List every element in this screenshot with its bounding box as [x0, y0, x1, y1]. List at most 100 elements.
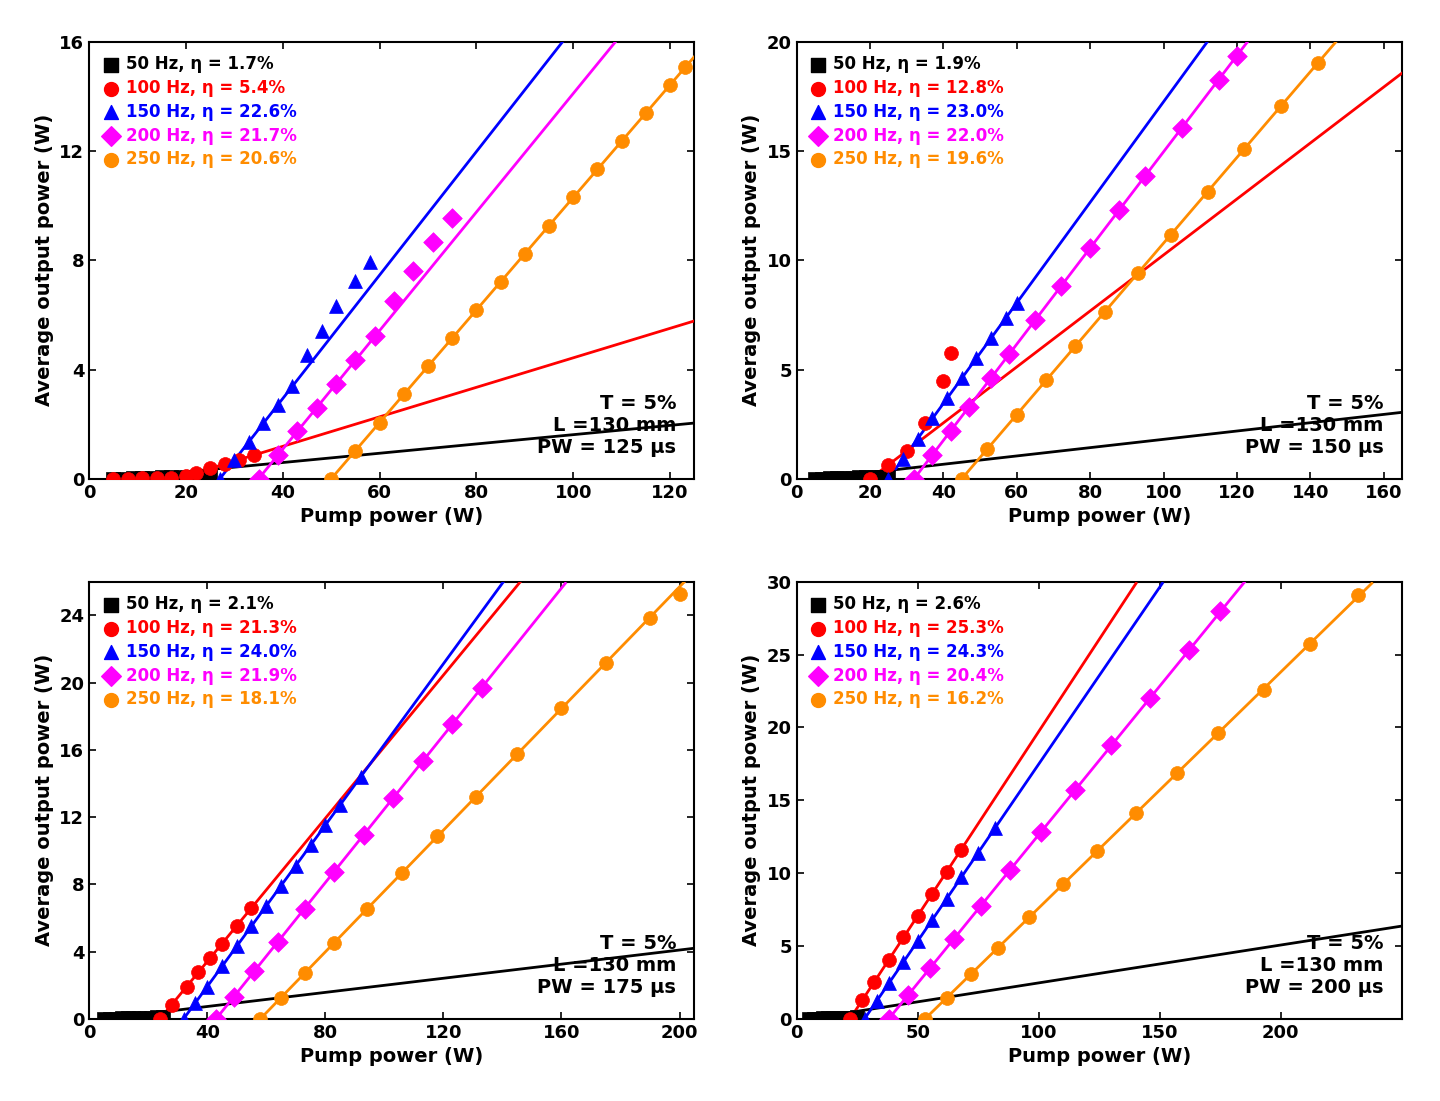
Point [920, 885, 943, 903]
Point [284, 857, 307, 874]
Point [359, 253, 382, 271]
Point [1125, 805, 1148, 822]
Point [848, 469, 871, 487]
X-axis label: Pump power (W): Pump power (W) [300, 1047, 484, 1066]
Point [210, 958, 233, 975]
Point [932, 372, 955, 390]
Point [196, 978, 219, 995]
Point [852, 1010, 876, 1027]
Point [189, 468, 212, 486]
Point [1208, 602, 1231, 620]
Point [922, 446, 945, 464]
Point [812, 1010, 835, 1027]
Point [1005, 294, 1028, 312]
Point [328, 796, 351, 814]
Point [295, 347, 318, 364]
Point [845, 1009, 868, 1026]
Text: T = 5%
L =130 mm
PW = 200 μs: T = 5% L =130 mm PW = 200 μs [1246, 934, 1384, 998]
Point [965, 349, 988, 367]
Point [913, 414, 936, 432]
Point [1034, 371, 1057, 389]
Point [225, 917, 248, 935]
Y-axis label: Average output power (W): Average output power (W) [743, 654, 762, 947]
Point [877, 974, 900, 992]
Point [266, 933, 289, 950]
Point [877, 951, 900, 969]
Point [922, 410, 945, 427]
Point [323, 934, 346, 951]
Point [426, 828, 449, 846]
Point [1225, 47, 1248, 65]
Point [1378, 556, 1401, 574]
Point [966, 843, 989, 861]
Point [383, 292, 406, 309]
Point [1050, 277, 1073, 295]
Y-axis label: Average output power (W): Average output power (W) [35, 115, 53, 406]
Point [984, 819, 1007, 837]
Point [249, 1010, 272, 1027]
Point [266, 396, 289, 414]
Point [1107, 200, 1130, 218]
Point [173, 1010, 196, 1027]
Point [903, 470, 926, 488]
Point [877, 456, 900, 473]
Point [266, 446, 289, 464]
Point [1064, 782, 1087, 799]
Point [269, 989, 292, 1006]
Point [950, 869, 973, 886]
Point [160, 468, 183, 486]
Point [131, 469, 154, 487]
Point [1093, 303, 1116, 320]
Point [412, 752, 435, 770]
Point [635, 105, 658, 122]
Point [1018, 908, 1041, 926]
Point [122, 1010, 145, 1027]
Point [199, 467, 222, 484]
Point [994, 309, 1017, 327]
Point [550, 699, 573, 717]
Point [505, 745, 528, 763]
Point [104, 1010, 127, 1027]
Point [1306, 55, 1329, 73]
Point [939, 345, 962, 362]
Point [913, 1010, 936, 1027]
Y-axis label: Average output power (W): Average output power (W) [35, 654, 53, 947]
Point [1178, 641, 1201, 658]
Point [174, 467, 197, 484]
Point [184, 464, 207, 481]
Point [223, 451, 246, 469]
Point [140, 1009, 163, 1026]
Point [160, 469, 183, 487]
Point [145, 1009, 168, 1026]
Point [363, 328, 386, 346]
Point [1100, 737, 1123, 754]
Point [1197, 183, 1220, 200]
Point [1030, 822, 1053, 840]
Legend: 50 Hz, η = 2.6%, 100 Hz, η = 25.3%, 150 Hz, η = 24.3%, 200 Hz, η = 20.4%, 250 Hz: 50 Hz, η = 2.6%, 100 Hz, η = 25.3%, 150 … [805, 590, 1009, 713]
Point [255, 897, 278, 915]
Point [998, 861, 1021, 879]
Point [832, 469, 855, 487]
Point [891, 953, 914, 971]
Point [252, 414, 275, 432]
Point [841, 469, 864, 487]
Point [323, 863, 346, 881]
Point [906, 429, 929, 447]
Point [402, 262, 425, 280]
Point [471, 678, 494, 696]
Point [441, 329, 464, 347]
Point [816, 1010, 840, 1027]
Legend: 50 Hz, η = 2.1%, 100 Hz, η = 21.3%, 150 Hz, η = 24.0%, 200 Hz, η = 21.9%, 250 Hz: 50 Hz, η = 2.1%, 100 Hz, η = 21.3%, 150 … [98, 590, 302, 713]
Point [348, 768, 372, 786]
Point [858, 470, 881, 488]
Point [151, 1009, 174, 1026]
Point [863, 468, 886, 486]
Point [595, 654, 618, 672]
Point [145, 469, 168, 487]
Point [827, 1010, 850, 1027]
Point [176, 978, 199, 995]
Point [134, 1009, 157, 1026]
Point [184, 994, 207, 1012]
Point [187, 963, 210, 981]
Point [638, 609, 661, 626]
